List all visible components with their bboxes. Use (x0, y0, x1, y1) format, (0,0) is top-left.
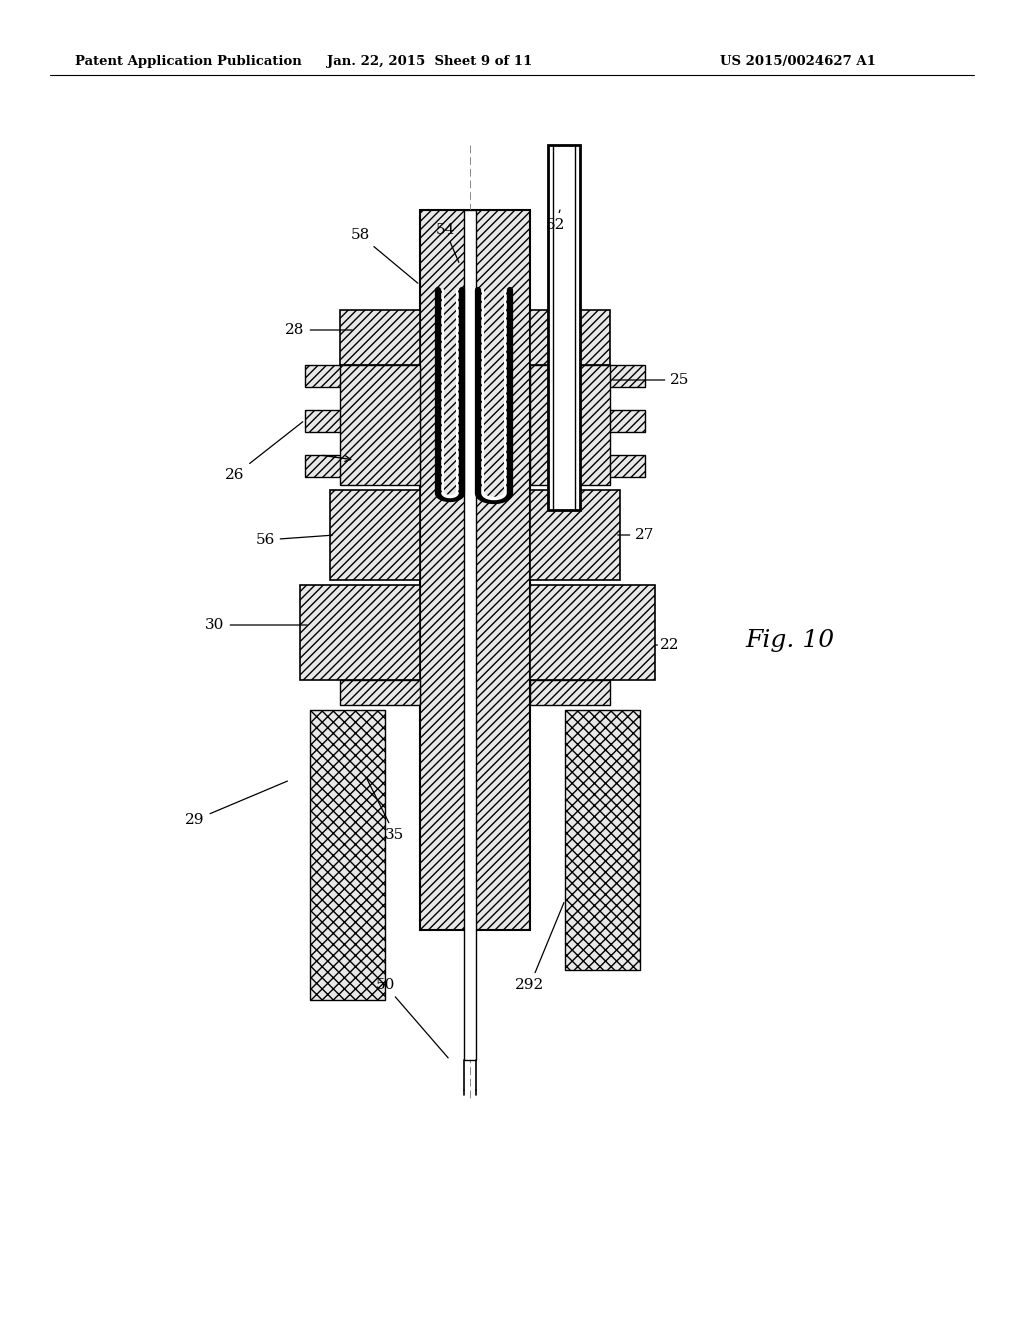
Text: 30: 30 (206, 618, 307, 632)
Bar (548, 145, 580, 510)
Text: 29: 29 (185, 781, 288, 828)
Text: 54: 54 (435, 223, 459, 263)
Text: 26: 26 (225, 421, 303, 482)
Text: 50: 50 (376, 978, 449, 1057)
Bar (330, 490, 420, 579)
Bar (340, 310, 420, 366)
Bar (300, 585, 420, 680)
Text: 35: 35 (367, 777, 404, 842)
Bar (305, 455, 355, 477)
Bar (530, 680, 610, 705)
Bar (530, 585, 655, 680)
Text: 27: 27 (617, 528, 654, 543)
Text: 28: 28 (286, 323, 352, 337)
Text: 52: 52 (546, 210, 564, 232)
Bar (464, 210, 476, 1060)
Text: 292: 292 (515, 903, 564, 993)
Text: Jan. 22, 2015  Sheet 9 of 11: Jan. 22, 2015 Sheet 9 of 11 (328, 55, 532, 69)
Bar (595, 366, 645, 387)
Bar (310, 710, 385, 1001)
Bar (420, 210, 530, 931)
Bar (340, 680, 420, 705)
Text: 56: 56 (255, 533, 332, 546)
Bar (530, 366, 610, 484)
Bar (530, 490, 620, 579)
Bar (595, 411, 645, 432)
Bar (565, 710, 640, 970)
Text: 22: 22 (655, 638, 680, 652)
Bar (530, 310, 610, 366)
Bar (340, 366, 420, 484)
Text: Patent Application Publication: Patent Application Publication (75, 55, 302, 69)
Text: 58: 58 (350, 228, 418, 284)
Text: US 2015/0024627 A1: US 2015/0024627 A1 (720, 55, 876, 69)
Bar (595, 455, 645, 477)
Bar (305, 411, 355, 432)
Bar (305, 366, 355, 387)
Text: 25: 25 (612, 374, 690, 387)
Text: Fig. 10: Fig. 10 (745, 628, 835, 652)
